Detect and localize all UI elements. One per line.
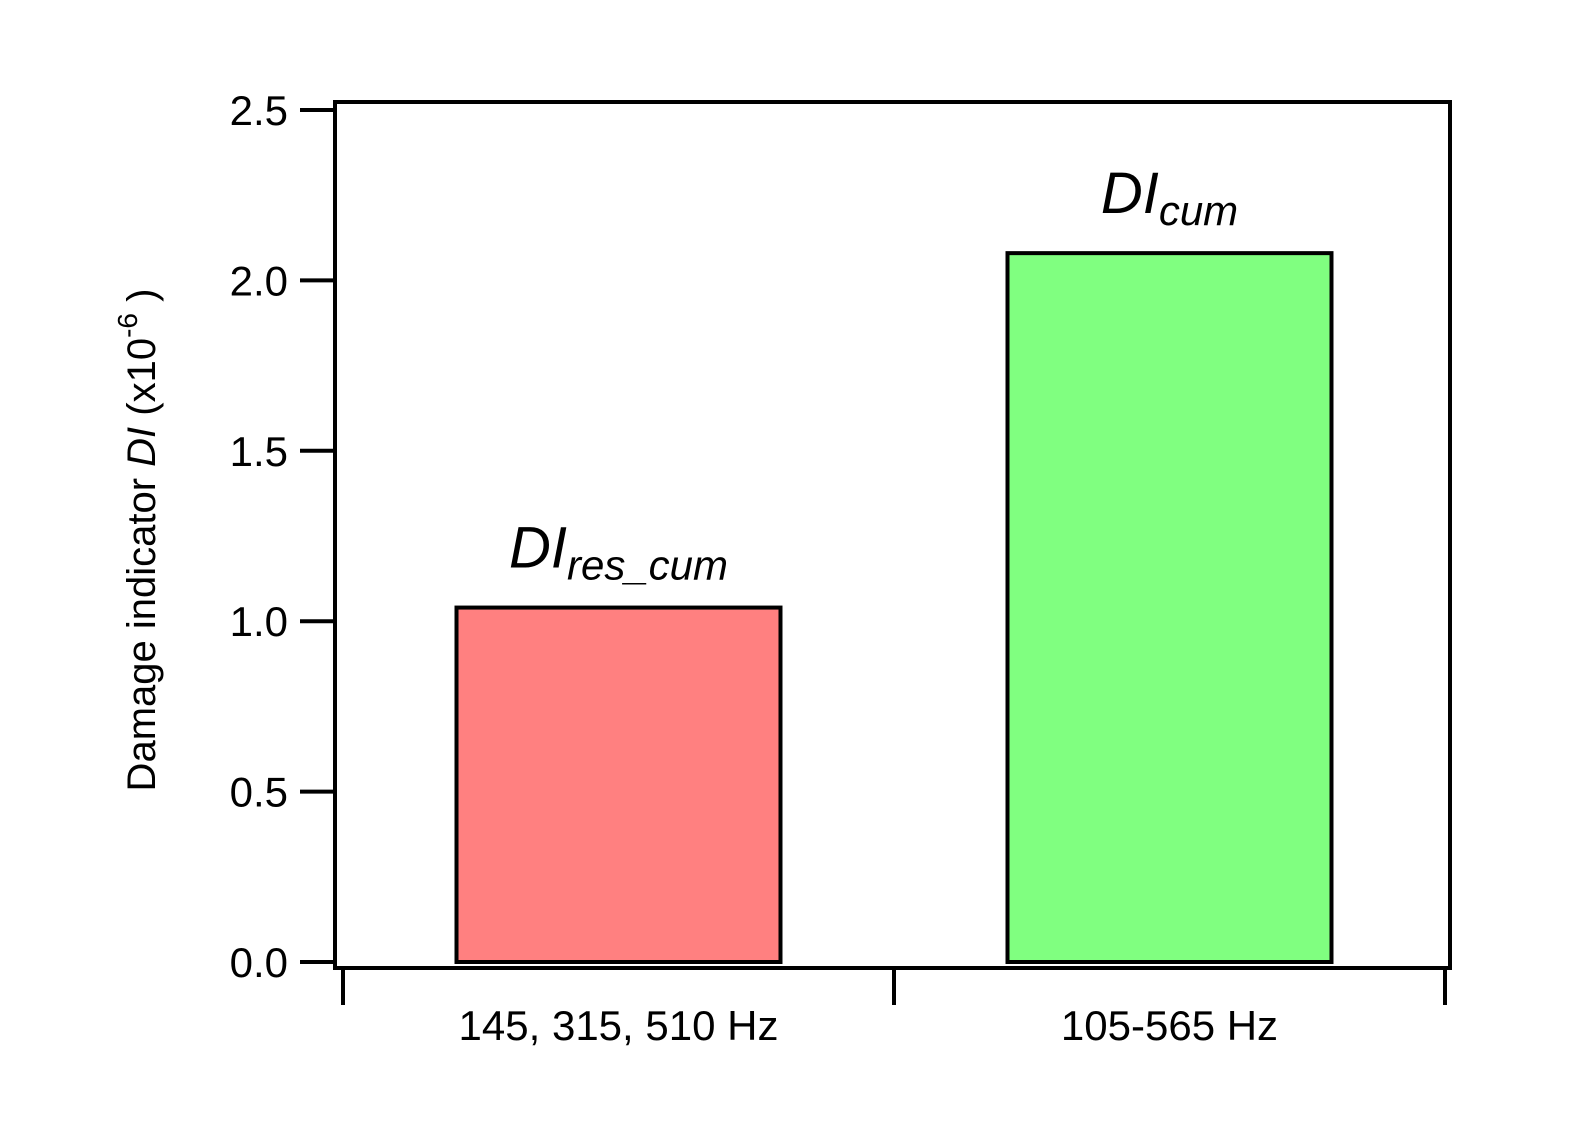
y-tick-label: 0.5 bbox=[230, 769, 288, 816]
bar-label-main: DI bbox=[1101, 161, 1159, 226]
y-tick-label: 0.0 bbox=[230, 939, 288, 986]
y-label-unit: (x10 bbox=[120, 338, 164, 427]
y-tick-label: 2.0 bbox=[230, 257, 288, 304]
y-tick-label: 1.5 bbox=[230, 428, 288, 475]
bar-label-subscript: res_cum bbox=[567, 542, 728, 589]
bar-label: DIres_cum bbox=[509, 516, 728, 589]
bar-label-subscript: cum bbox=[1159, 187, 1238, 234]
y-axis-label: Damage indicator DI (x10-6 ) bbox=[112, 289, 164, 792]
bar bbox=[454, 605, 783, 964]
bar-label-main: DI bbox=[509, 516, 567, 581]
bar bbox=[1005, 251, 1334, 965]
x-tick-label: 145, 315, 510 Hz bbox=[459, 1002, 779, 1049]
x-tick-label: 105-565 Hz bbox=[1061, 1002, 1278, 1049]
bar-label: DIcum bbox=[1101, 161, 1238, 234]
y-tick-label: 2.5 bbox=[230, 87, 288, 134]
y-label-italic: DI bbox=[120, 427, 164, 467]
y-label-exponent: -6 bbox=[112, 313, 143, 338]
y-tick-label: 1.0 bbox=[230, 598, 288, 645]
y-label-close: ) bbox=[120, 289, 164, 313]
y-label-text: Damage indicator bbox=[120, 467, 164, 792]
